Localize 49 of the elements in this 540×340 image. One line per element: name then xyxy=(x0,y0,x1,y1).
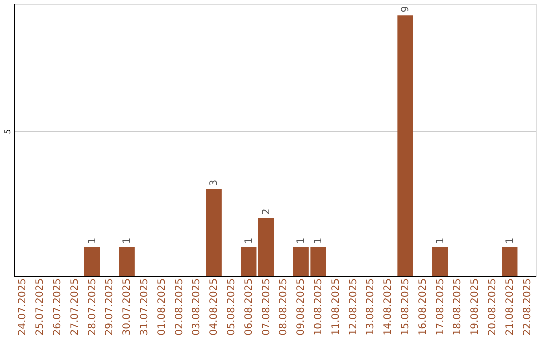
x-tick-label: 01.08.2025 xyxy=(156,278,168,336)
x-tick-label: 19.08.2025 xyxy=(470,278,482,336)
x-tick-label: 12.08.2025 xyxy=(348,278,360,336)
data-label: 1 xyxy=(244,238,255,244)
x-tick-label: 11.08.2025 xyxy=(330,278,342,336)
x-tick-label: 27.07.2025 xyxy=(70,278,81,336)
x-tick-label: 28.07.2025 xyxy=(87,278,98,336)
x-tick-label: 06.08.2025 xyxy=(244,278,255,336)
data-label: 3 xyxy=(209,180,220,186)
y-tick-label: 5 xyxy=(4,129,12,134)
bar xyxy=(258,218,274,276)
data-label: 9 xyxy=(400,6,412,13)
x-tick-label: 30.07.2025 xyxy=(122,278,134,336)
x-tick-label: 22.08.2025 xyxy=(522,278,534,336)
x-tick-label: 10.08.2025 xyxy=(314,278,324,336)
data-label: 1 xyxy=(314,238,324,244)
x-tick-label: 02.08.2025 xyxy=(174,278,186,336)
bar xyxy=(432,247,448,276)
data-label: 1 xyxy=(435,238,446,244)
x-tick-label: 14.08.2025 xyxy=(383,278,394,336)
x-tick-label: 25.07.2025 xyxy=(35,278,46,336)
x-tick-label: 08.08.2025 xyxy=(278,278,290,336)
x-tick-label: 31.07.2025 xyxy=(140,278,150,336)
data-label: 2 xyxy=(261,208,272,216)
x-tick-label: 07.08.2025 xyxy=(261,278,272,336)
data-label: 1 xyxy=(122,238,134,244)
x-tick-label: 18.08.2025 xyxy=(452,278,464,336)
x-tick-label: 20.08.2025 xyxy=(488,278,498,336)
bar xyxy=(119,247,135,276)
bar xyxy=(398,16,414,276)
bar xyxy=(502,247,518,276)
data-label: 1 xyxy=(296,238,308,244)
bar xyxy=(206,189,222,276)
x-tick-label: 04.08.2025 xyxy=(209,278,220,336)
bar xyxy=(241,247,257,276)
x-tick-label: 17.08.2025 xyxy=(435,278,446,336)
data-label: 1 xyxy=(87,238,98,244)
bar xyxy=(84,247,100,276)
x-tick-label: 21.08.2025 xyxy=(504,278,516,336)
x-tick-label: 13.08.2025 xyxy=(366,278,377,336)
x-tick-label: 03.08.2025 xyxy=(192,278,203,336)
x-tick-label: 16.08.2025 xyxy=(418,278,429,336)
x-tick-label: 05.08.2025 xyxy=(226,278,238,336)
x-tick-label: 29.07.2025 xyxy=(104,278,116,336)
x-tick-label: 24.07.2025 xyxy=(18,278,29,336)
data-label: 1 xyxy=(504,238,516,244)
x-tick-label: 15.08.2025 xyxy=(400,278,412,336)
x-tick-label: 09.08.2025 xyxy=(296,278,308,336)
x-tick-label: 26.07.2025 xyxy=(52,278,64,336)
